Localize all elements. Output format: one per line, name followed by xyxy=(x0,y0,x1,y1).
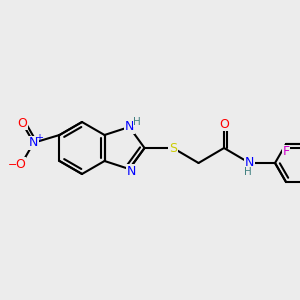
Text: S: S xyxy=(169,142,177,154)
Text: −: − xyxy=(8,160,17,170)
Text: N: N xyxy=(29,136,38,149)
Text: H: H xyxy=(134,117,141,127)
Text: N: N xyxy=(127,164,136,178)
Text: O: O xyxy=(219,118,229,130)
Text: +: + xyxy=(34,133,43,143)
Text: H: H xyxy=(244,167,251,177)
Text: F: F xyxy=(283,146,290,158)
Text: O: O xyxy=(15,158,25,171)
Text: N: N xyxy=(245,157,254,169)
Text: N: N xyxy=(124,121,134,134)
Text: O: O xyxy=(17,117,27,130)
